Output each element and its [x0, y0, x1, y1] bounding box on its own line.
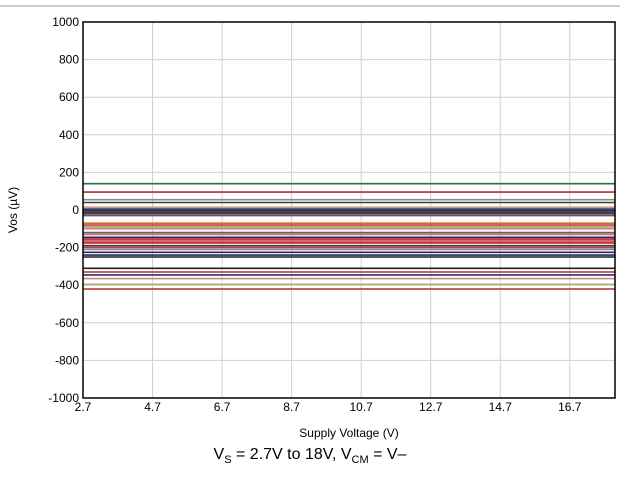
conditions-caption: VS = 2.7V to 18V, VCM = V–: [0, 446, 620, 466]
grid: [83, 22, 615, 398]
y-tick-label: 1000: [52, 15, 79, 29]
series-lines: [83, 182, 615, 290]
y-tick-label: -1000: [48, 391, 79, 405]
x-tick-labels: 2.7 4.7 6.7 8.7 10.7 12.7 14.7 16.7: [75, 400, 582, 414]
y-tick-label: 0: [72, 203, 79, 217]
y-axis-label: Vos (µV): [6, 187, 20, 233]
caption-cm-subscript: CM: [351, 454, 369, 467]
caption-mid: = 2.7V to 18V, V: [231, 446, 352, 463]
x-tick-label: 2.7: [75, 400, 92, 414]
x-tick-label: 8.7: [283, 400, 300, 414]
y-tick-label: -200: [55, 241, 79, 255]
y-tick-labels: 1000 800 600 400 200 0 -200 -400 -600 -800 -1000: [48, 15, 79, 405]
y-tick-label: -800: [55, 353, 79, 367]
y-tick-label: 600: [59, 90, 79, 104]
caption-end: = V–: [368, 446, 407, 463]
x-tick-label: 10.7: [349, 400, 373, 414]
y-tick-label: 800: [59, 53, 79, 67]
x-tick-label: 6.7: [214, 400, 231, 414]
y-tick-label: -400: [55, 278, 79, 292]
x-axis-label: Supply Voltage (V): [299, 426, 398, 440]
y-tick-label: 400: [59, 128, 79, 142]
caption-v: V: [213, 446, 225, 463]
y-tick-label: 200: [59, 165, 79, 179]
x-tick-label: 12.7: [419, 400, 443, 414]
x-tick-label: 16.7: [558, 400, 582, 414]
y-tick-label: -600: [55, 316, 79, 330]
vos-vs-supply-chart: 2.7 4.7 6.7 8.7 10.7 12.7 14.7 16.7 1000 800 600 4…: [0, 5, 620, 440]
caption-s-subscript: S: [224, 454, 232, 467]
x-tick-label: 4.7: [144, 400, 161, 414]
x-tick-label: 14.7: [489, 400, 513, 414]
plot-frame: [82, 21, 616, 399]
